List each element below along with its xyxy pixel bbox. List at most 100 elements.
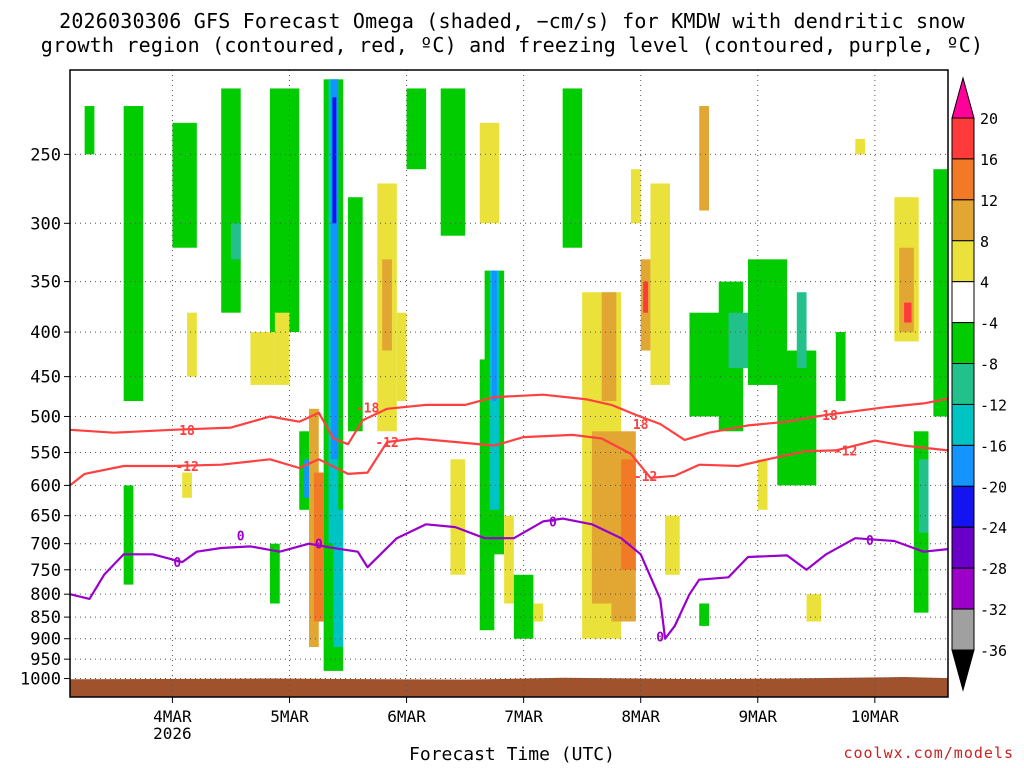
omega-cell [904,302,912,323]
colorbar-label: 20 [980,110,998,128]
x-axis-title: Forecast Time (UTC) [409,744,615,765]
colorbar-bin [951,567,975,610]
colorbar-bin [951,403,975,446]
colorbar-label: -4 [980,315,998,333]
contour-label: 0 [866,534,874,549]
omega-cell [313,472,324,622]
omega-cell [333,509,344,648]
y-tick-label: 650 [30,507,61,527]
omega-cell [274,312,290,385]
contour-label: 0 [173,556,181,571]
omega-cell [382,259,392,351]
x-tick-label: 5MAR [270,707,309,726]
omega-cell [806,594,822,622]
contour-layer [69,393,949,640]
omega-cell [855,138,866,155]
omega-cell [728,312,749,369]
contour-label: -18 [814,409,838,424]
contour-label: -18 [356,401,380,416]
colorbar-bin [951,608,975,651]
omega-shading-layer [84,79,948,671]
x-tick-label: 8MAR [621,707,660,726]
omega-cell [601,292,617,402]
contour-label: -12 [634,470,657,485]
colorbar-bin [951,199,975,242]
omega-cell [230,223,241,260]
surface-terrain [70,677,948,697]
contour-label: 0 [315,538,323,553]
colorbar-bin [951,322,975,365]
colorbar-label: -12 [980,396,1007,414]
contour-label: 0 [237,529,245,544]
colorbar-label: -8 [980,356,998,374]
colorbar-bin [951,485,975,528]
contour-line [69,433,949,487]
omega-cell [918,459,929,533]
y-tick-label: 350 [30,273,61,293]
omega-cell [450,459,466,575]
x-tick-sublabel: 2026 [153,724,192,743]
colorbar-bin [951,363,975,405]
contour-label: -12 [834,444,857,459]
y-tick-label: 300 [30,214,61,234]
colorbar-bin [951,281,975,324]
y-tick-label: 950 [30,650,61,670]
credit-text: coolwx.com/models [843,744,1014,762]
omega-cell [562,88,583,248]
y-tick-label: 850 [30,608,61,628]
y-tick-label: 250 [30,145,61,165]
omega-cell [348,197,363,432]
omega-cell [643,281,649,313]
contour-label: 0 [549,515,557,530]
omega-cell [123,106,144,402]
y-tick-label: 900 [30,630,61,650]
x-tick-label: 9MAR [739,707,778,726]
omega-cell [665,515,680,575]
y-tick-label: 700 [30,535,61,555]
colorbar-label: -16 [980,437,1007,455]
colorbar-bottom-arrow [951,649,975,692]
contour-label: 18 [179,424,195,439]
contour-label: -12 [175,460,198,475]
colorbar-label: -28 [980,560,1007,578]
colorbar-label: -24 [980,519,1007,537]
x-tick-label: 10MAR [851,707,900,726]
colorbar-label: 12 [980,192,998,210]
omega-cell [84,106,95,155]
omega-cell [330,79,339,460]
y-tick-label: 750 [30,561,61,581]
colorbar-legend: 20 16 12 8 4 -4 -8 -12 -16 -20 -24 -28 -32 -36 [951,76,1007,692]
y-tick-label: 600 [30,476,61,496]
contour-labels: 18 -18 18 -18 -12 -12 -12 -12 0 0 0 0 0 0 [173,401,874,645]
colorbar-label: 16 [980,151,998,169]
plot-frame [69,69,949,698]
colorbar-label: -36 [980,642,1007,660]
omega-cell [650,183,670,385]
omega-cell [440,88,466,236]
y-tick-label: 550 [30,444,61,464]
omega-cell [591,431,612,604]
omega-cell [187,312,197,377]
x-tick-label: 4MAR [153,707,192,726]
omega-cell [269,543,280,604]
colorbar-top-arrow [951,76,975,119]
omega-cell [513,574,534,639]
chart-title-line2: growth region (contoured, red, ºC) and f… [40,33,984,57]
omega-cell [123,485,134,585]
colorbar-label: 8 [980,233,989,251]
omega-cell [796,292,807,369]
surface-terrain-layer [70,677,948,697]
omega-cell [182,472,192,498]
omega-cell [491,270,497,402]
y-tick-label: 800 [30,585,61,605]
contour-label: 18 [633,418,649,433]
omega-cell [933,169,948,417]
colorbar-label: -32 [980,601,1007,619]
colorbar-bin [951,444,975,487]
omega-cell [269,88,300,333]
contour-line [69,517,949,640]
omega-cell [699,106,709,211]
colorbar-label: 4 [980,274,989,292]
omega-cell [479,122,500,224]
